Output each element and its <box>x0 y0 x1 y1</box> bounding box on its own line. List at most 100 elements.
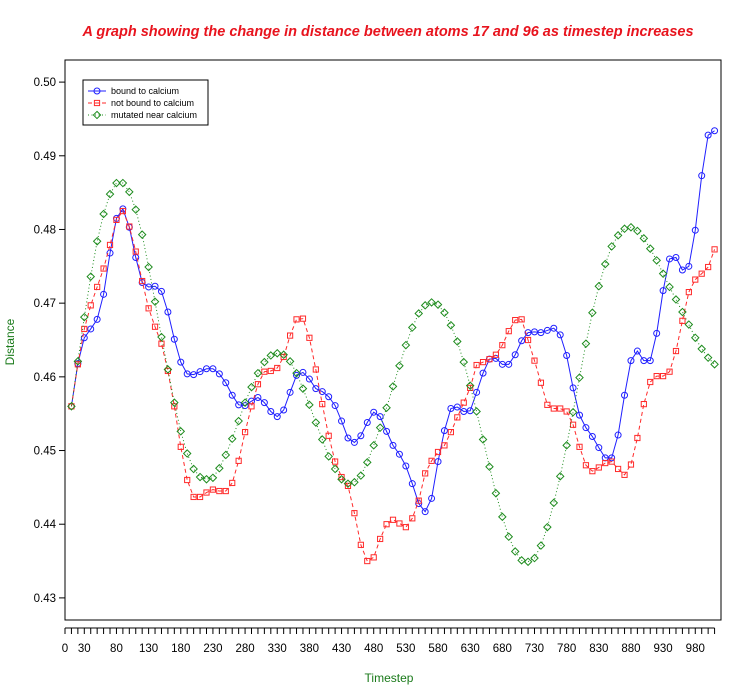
data-point <box>126 223 133 230</box>
data-point <box>337 474 346 484</box>
data-point <box>292 368 301 378</box>
data-point <box>447 405 455 413</box>
legend-label: mutated near calcium <box>111 110 197 120</box>
data-point <box>473 361 480 369</box>
data-point <box>568 407 578 417</box>
data-point <box>530 328 538 336</box>
data-point <box>144 262 153 272</box>
x-tick-label: 480 <box>364 643 383 655</box>
x-tick-label: 180 <box>171 643 190 655</box>
data-point <box>253 368 263 378</box>
data-point <box>453 403 461 411</box>
data-point <box>512 317 519 324</box>
data-point <box>703 353 713 362</box>
data-point <box>422 470 429 477</box>
data-point <box>293 371 301 379</box>
data-point <box>510 547 520 556</box>
data-point <box>369 441 379 450</box>
data-point <box>659 287 667 295</box>
data-point <box>576 443 583 450</box>
data-point <box>427 298 436 307</box>
data-point <box>112 178 121 188</box>
data-point <box>588 433 596 441</box>
data-point <box>183 370 191 378</box>
data-point <box>86 272 96 281</box>
data-point <box>678 307 687 317</box>
data-point <box>261 368 268 375</box>
data-point <box>338 417 346 425</box>
data-point <box>460 399 467 406</box>
x-tick-label: 780 <box>557 643 576 655</box>
data-point <box>389 441 397 449</box>
data-point <box>465 381 475 390</box>
data-point <box>505 360 513 368</box>
data-point <box>81 325 88 333</box>
data-point <box>209 486 217 493</box>
data-point <box>170 398 179 407</box>
x-tick-label: 880 <box>621 643 640 655</box>
data-point <box>370 554 377 561</box>
data-point <box>106 241 114 249</box>
data-point <box>227 434 237 444</box>
data-point <box>196 493 204 501</box>
data-point <box>299 315 307 322</box>
data-point <box>332 458 339 465</box>
data-point <box>633 347 641 355</box>
data-point <box>582 424 590 432</box>
data-point <box>562 441 571 450</box>
y-tick-label: 0.50 <box>34 77 56 89</box>
data-point <box>711 246 718 253</box>
data-point <box>344 434 352 442</box>
data-point <box>125 187 134 197</box>
legend-label: not bound to calcium <box>111 98 194 108</box>
data-point <box>454 414 461 421</box>
data-point <box>614 431 622 439</box>
data-point <box>286 388 294 396</box>
data-point <box>581 339 591 348</box>
data-point <box>157 332 166 342</box>
data-point <box>312 366 319 373</box>
data-point <box>440 427 448 435</box>
data-point <box>685 289 692 296</box>
data-point <box>409 515 416 522</box>
data-point <box>150 297 160 306</box>
data-point <box>279 350 288 360</box>
data-point <box>595 464 602 471</box>
data-point <box>145 305 152 312</box>
data-point <box>569 421 577 428</box>
data-point <box>505 328 512 335</box>
data-point <box>434 448 442 456</box>
data-point <box>94 283 101 291</box>
data-point <box>634 434 641 442</box>
data-point <box>504 532 514 542</box>
data-point <box>415 497 422 504</box>
data-point <box>550 324 558 332</box>
data-point <box>492 351 500 358</box>
data-point <box>157 287 165 295</box>
data-point <box>595 444 603 452</box>
data-point <box>646 357 654 365</box>
data-point <box>698 270 705 277</box>
data-point <box>518 316 525 323</box>
y-tick-label: 0.47 <box>34 298 56 310</box>
data-point <box>523 557 533 567</box>
data-point <box>537 329 545 337</box>
x-tick-label: 830 <box>589 643 608 655</box>
data-point <box>420 301 430 310</box>
x-tick-label: 80 <box>110 643 123 655</box>
data-point <box>267 367 274 375</box>
data-point <box>544 401 551 408</box>
data-point <box>671 295 681 304</box>
data-point <box>395 450 403 458</box>
data-point <box>247 382 256 392</box>
data-point <box>196 368 204 376</box>
data-point <box>401 340 411 350</box>
data-point <box>627 357 635 365</box>
data-point <box>600 259 610 269</box>
data-point <box>621 391 629 399</box>
y-tick-label: 0.43 <box>34 593 56 605</box>
x-tick-label: 130 <box>139 643 158 655</box>
data-point <box>613 231 623 240</box>
data-point <box>189 464 198 474</box>
data-point <box>447 429 454 436</box>
